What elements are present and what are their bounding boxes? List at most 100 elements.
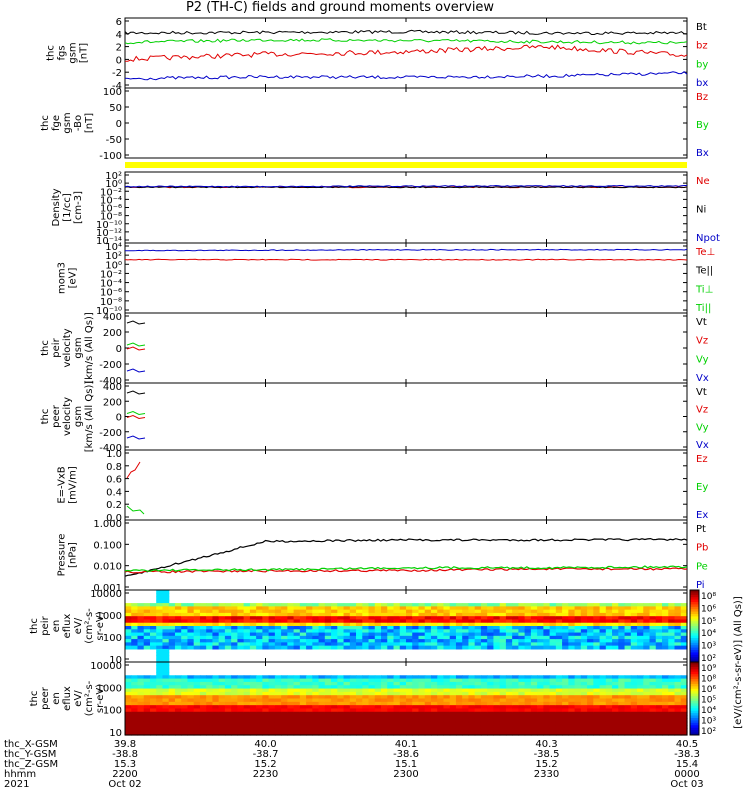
spectrogram-cell [605,691,613,696]
spectrogram-cell [287,609,295,614]
spectrogram-cell [493,728,501,733]
spectrogram-cell [524,629,532,634]
spectrogram-cell [187,728,195,733]
spectrogram-cell [193,616,201,621]
spectrogram-cell [343,685,351,690]
spectrogram-cell [505,609,513,614]
spectrogram-cell [387,616,395,621]
spectrogram-cell [156,671,164,676]
spectrogram-cell [162,685,170,690]
spectrogram-cell [455,685,463,690]
spectrogram-cell [174,678,182,683]
spectrogram-cell [162,675,170,680]
spectrogram-cell [149,609,157,614]
y-axis-label-density: [cm-3] [73,191,84,224]
spectrogram-cell [143,698,151,703]
y-tick-label-fgs: 2 [116,43,122,54]
spectrogram-cell [274,718,282,723]
y-tick-label-exb: 1.0 [106,449,122,460]
spectrogram-cell [649,619,657,624]
spectrogram-cell [368,698,376,703]
spectrogram-cell [162,609,170,614]
spectrogram-cell [274,688,282,693]
spectrogram-cell [568,678,576,683]
spectrogram-cell [349,721,357,726]
spectrogram-cell [543,609,551,614]
spectrogram-cell [187,619,195,624]
spectrogram-cell [593,606,601,611]
spectrogram-cell [393,725,401,729]
spectrogram-cell [331,715,338,720]
spectrogram-cell [199,705,207,710]
spectrogram-cell [287,645,295,650]
spectrogram-cell [262,731,270,736]
spectrogram-cell [193,678,201,683]
spectrogram-cell [349,635,357,640]
spectrogram-cell [337,626,345,630]
panel-frame-fge [124,87,688,159]
spectrogram-cell [218,626,226,630]
spectrogram-cell [362,718,370,723]
spectrogram-cell [618,691,626,696]
spectrogram-cell [337,612,345,617]
spectrogram-cell [324,721,332,726]
spectrogram-cell [356,718,363,723]
spectrogram-cell [293,688,301,693]
spectrogram-cell [637,635,644,640]
spectrogram-cell [393,619,401,624]
spectrogram-cell [443,701,451,706]
spectrogram-cell [624,698,632,703]
spectrogram-cell [381,705,388,710]
spectrogram-cell [624,728,632,733]
spectrogram-cell [474,675,482,680]
spectrogram-cell [331,688,338,693]
spectrogram-cell [599,685,607,690]
spectrogram-cell [593,715,601,720]
spectrogram-cell [331,632,338,637]
y-tick-label-fge: 50 [109,103,122,114]
spectrogram-cell [412,725,420,729]
spectrogram-cell [574,685,582,690]
spectrogram-cell [543,606,551,611]
spectrogram-cell [443,731,451,736]
legend-ve-Vt: Vt [696,387,707,398]
spectrogram-cell [655,701,663,706]
spectrogram-cell [149,725,157,729]
spectrogram-cell [256,718,263,723]
spectrogram-cell [331,708,338,713]
spectrogram-cell [131,681,139,686]
spectrogram-cell [480,616,488,621]
legend-fgs-Bt: Bt [696,22,707,33]
spectrogram-cell [680,629,688,634]
exb-ey-trace [126,505,145,515]
spectrogram-cell [612,698,619,703]
spectrogram-cell [268,645,276,650]
spectrogram-cell [505,603,513,607]
spectrogram-cell [143,603,151,607]
spectrogram-cell [537,645,544,650]
spectrogram-cell [549,685,557,690]
spectrogram-cell [381,718,388,723]
spectrogram-cell [462,695,470,700]
spectrogram-cell [368,639,376,643]
spectrogram-cell [362,681,370,686]
spectrogram-cell [356,715,363,720]
spectrogram-cell [318,711,326,716]
spectrogram-cell [437,681,445,686]
spectrogram-cell [543,678,551,683]
spectrogram-cell [125,675,132,680]
colorbar-tick-label: 10⁵ [701,696,716,706]
spectrogram-cell [480,721,488,726]
spectrogram-cell [168,603,176,607]
y-axis-label-vi: [km/s (All Qs)] [84,312,95,384]
spectrogram-cell [555,701,563,706]
spectrogram-cell [299,728,307,733]
spectrogram-cell [343,678,351,683]
spectrogram-cell [237,629,245,634]
spectrogram-cell [430,711,438,716]
spectrogram-cell [343,701,351,706]
spectrogram-cell [312,731,320,736]
spectrogram-cell [430,715,438,720]
y-tick-label-pressure: 0.010 [93,562,122,573]
spectrogram-cell [437,691,445,696]
